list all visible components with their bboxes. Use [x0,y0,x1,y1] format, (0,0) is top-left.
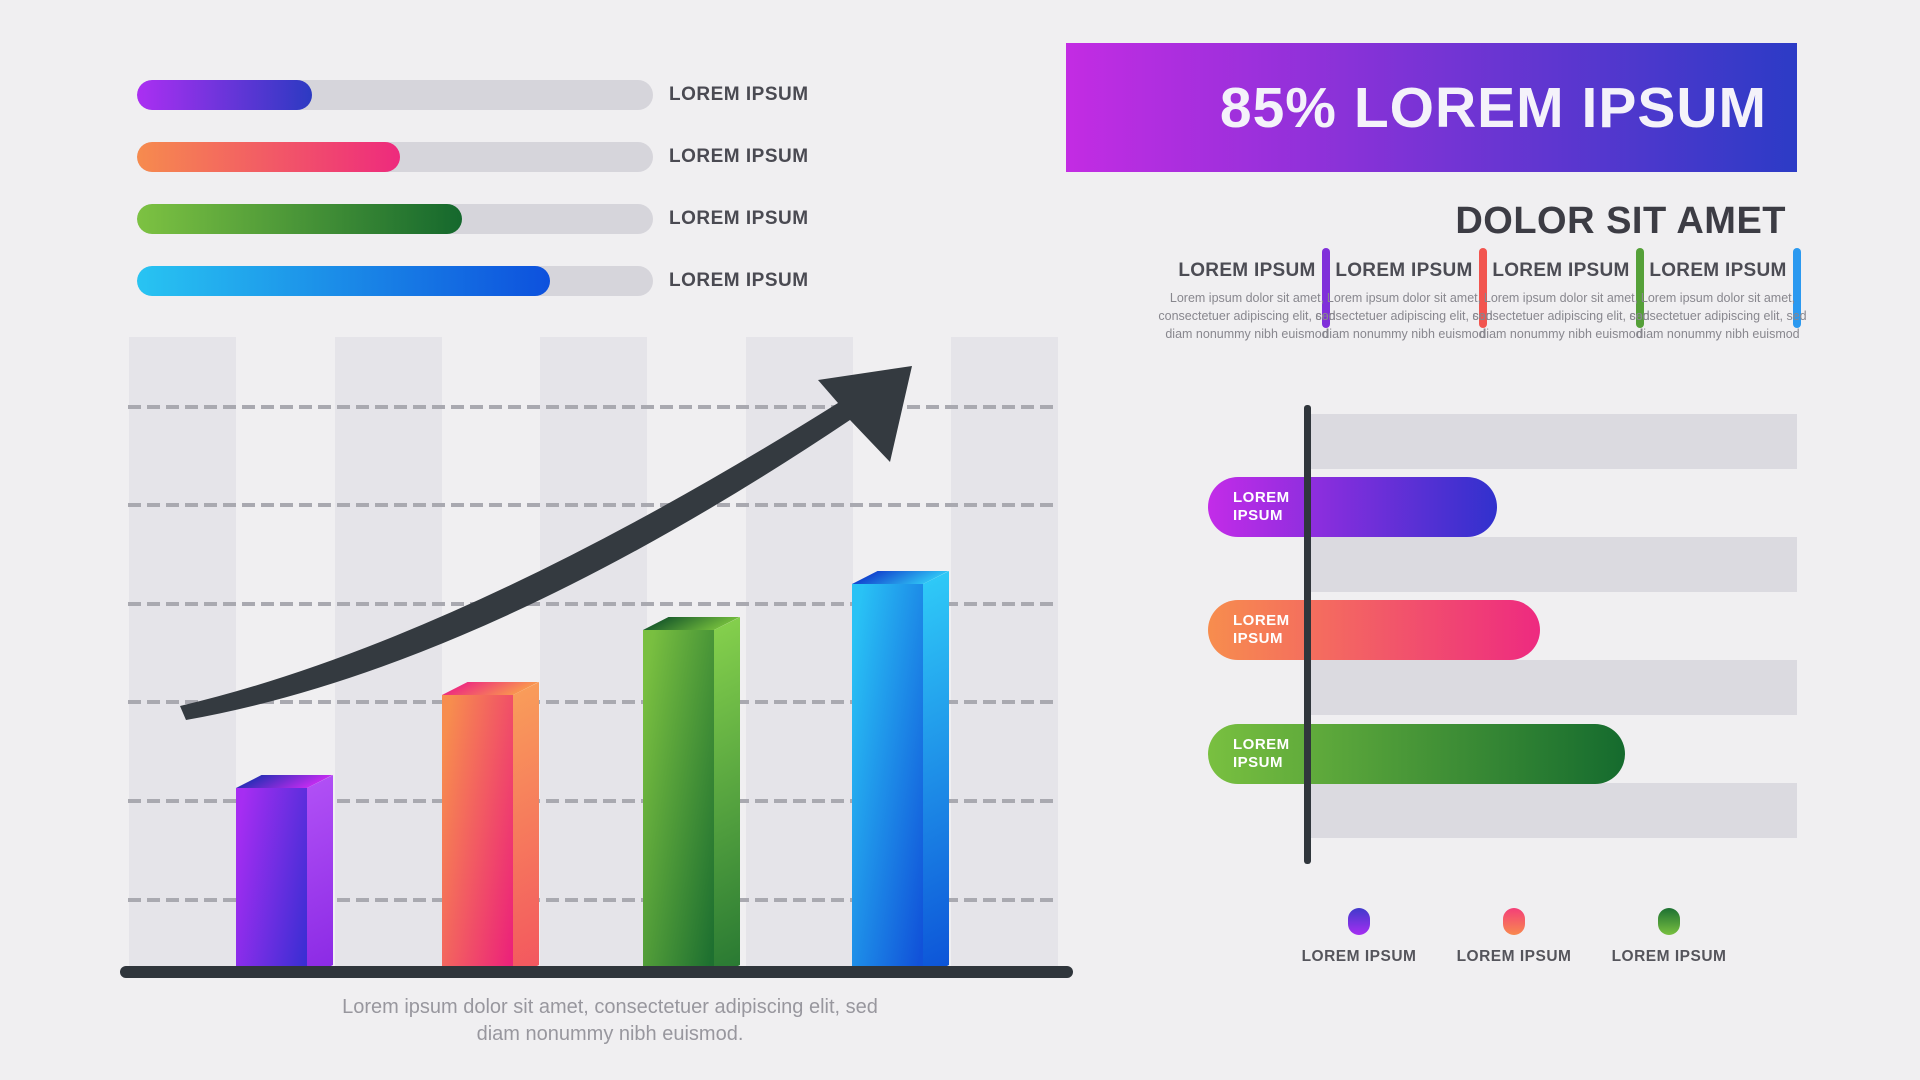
feature-divider-green [1636,248,1644,328]
feature-text-line: consectetuer adipiscing elit, sed [1315,309,1493,323]
legend-label: LOREM IPSUM [1611,948,1727,965]
grid-band [746,337,853,973]
progress-track [137,204,653,234]
dashed-gridline [128,898,1057,902]
column-chart-3d [120,337,1076,997]
progress-fill [137,266,550,296]
feature-divider-red [1479,248,1487,328]
progress-track [137,142,653,172]
bar-front-face [442,695,513,978]
legend-item: LOREM IPSUM [1439,908,1589,966]
progress-row: LOREM IPSUM [137,142,809,172]
chart-caption: Lorem ipsum dolor sit amet, consectetuer… [150,994,1070,1048]
axis-baseline [120,966,1073,978]
bar-front-face [643,630,714,978]
hbar-green: LOREM IPSUM [1208,724,1625,784]
chart-caption-line: Lorem ipsum dolor sit amet, consectetuer… [342,996,878,1018]
headline-banner: 85% LOREM IPSUM [1066,43,1797,172]
legend: LOREM IPSUM LOREM IPSUM LOREM IPSUM [1284,908,1744,966]
feature-column: LOREM IPSUM Lorem ipsum dolor sit amet, … [1315,248,1492,343]
progress-fill [137,204,463,234]
bar-3d-pink [442,681,539,978]
feature-text-line: diam nonummy nibh euismod [1165,327,1329,341]
legend-label: LOREM IPSUM [1456,948,1572,965]
vertical-axis [1304,405,1311,864]
legend-dot-pink-icon [1503,908,1525,935]
bar-3d-green [643,616,740,978]
legend-label: LOREM IPSUM [1301,948,1417,965]
progress-track [137,80,653,110]
legend-dot-green-icon [1658,908,1680,935]
bar-front-face [236,788,307,978]
progress-label: LOREM IPSUM [669,146,809,167]
bar-track [1307,537,1797,592]
progress-label: LOREM IPSUM [669,84,809,105]
feature-divider-blue [1793,248,1801,328]
progress-fill [137,80,313,110]
bar-front-face [852,584,923,978]
feature-text-line: diam nonummy nibh euismod [1322,327,1486,341]
hbar-label-line: LOREM [1233,612,1290,629]
feature-text-line: diam nonummy nibh euismod [1636,327,1800,341]
feature-column: LOREM IPSUM Lorem ipsum dolor sit amet, … [1158,248,1335,343]
hbar-label-line: LOREM [1233,736,1290,753]
bar-side-face [513,681,539,978]
dashed-gridline [128,799,1057,803]
dashed-gridline [128,503,1057,507]
progress-label: LOREM IPSUM [669,208,809,229]
dashed-gridline [128,405,1057,409]
feature-text-line: consectetuer adipiscing elit, sed [1629,309,1807,323]
feature-column: LOREM IPSUM Lorem ipsum dolor sit amet, … [1629,248,1806,343]
hbar-label-line: LOREM [1233,489,1290,506]
feature-divider-purple [1322,248,1330,328]
grid-band [951,337,1058,973]
rounded-hbar-chart: LOREM IPSUM LOREM IPSUM LOREM IPSUM [1208,405,1808,864]
progress-row: LOREM IPSUM [137,266,809,296]
feature-text-line: diam nonummy nibh euismod [1479,327,1643,341]
subheading: DOLOR SIT AMET [1455,200,1786,242]
bar-track [1307,783,1797,838]
legend-dot-purple-icon [1348,908,1370,935]
feature-text-line: Lorem ipsum dolor sit amet, [1326,291,1482,305]
grid-band [129,337,236,973]
feature-title: LOREM IPSUM [1649,260,1787,281]
feature-title: LOREM IPSUM [1178,260,1316,281]
grid-band [335,337,442,973]
feature-text-line: Lorem ipsum dolor sit amet, [1483,291,1639,305]
bar-side-face [923,570,949,978]
hbar-pink: LOREM IPSUM [1208,600,1540,660]
feature-text-line: consectetuer adipiscing elit, sed [1158,309,1336,323]
feature-title: LOREM IPSUM [1335,260,1473,281]
chart-caption-line: diam nonummy nibh euismod. [476,1023,744,1045]
grid-band [540,337,647,973]
bar-track [1307,414,1797,469]
feature-text-line: Lorem ipsum dolor sit amet, [1169,291,1325,305]
bar-3d-blue [852,570,949,978]
bar-track [1307,660,1797,715]
progress-row: LOREM IPSUM [137,80,809,110]
progress-row: LOREM IPSUM [137,204,809,234]
progress-track [137,266,653,296]
feature-text-line: Lorem ipsum dolor sit amet, [1640,291,1796,305]
progress-label: LOREM IPSUM [669,270,809,291]
hbar-label-line: IPSUM [1233,507,1284,524]
hbar-purple: LOREM IPSUM [1208,477,1497,537]
headline-text: 85% LOREM IPSUM [1219,75,1767,140]
legend-item: LOREM IPSUM [1284,908,1434,966]
bar-side-face [307,774,333,978]
feature-title: LOREM IPSUM [1492,260,1630,281]
legend-item: LOREM IPSUM [1594,908,1744,966]
hbar-label-line: IPSUM [1233,630,1284,647]
progress-fill [137,142,401,172]
bar-side-face [714,616,740,978]
feature-columns: LOREM IPSUM Lorem ipsum dolor sit amet, … [1158,248,1814,343]
feature-text-line: consectetuer adipiscing elit, sed [1472,309,1650,323]
hbar-label-line: IPSUM [1233,754,1284,771]
bar-3d-purple [236,774,333,978]
feature-column: LOREM IPSUM Lorem ipsum dolor sit amet, … [1472,248,1649,343]
